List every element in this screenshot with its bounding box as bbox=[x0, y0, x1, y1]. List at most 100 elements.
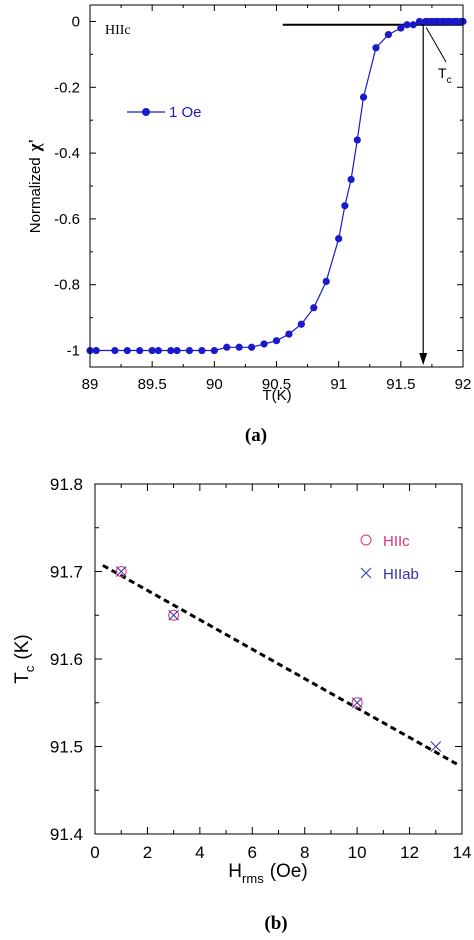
chart-b-ytick-label: 91.7 bbox=[50, 563, 83, 582]
chart-a-annotation: HIIc bbox=[105, 23, 131, 38]
chart-a-point bbox=[235, 343, 243, 351]
chart-a-point bbox=[297, 320, 305, 328]
chart-a-tc-pointer bbox=[425, 27, 447, 63]
chart-b-legend-label-hiiab: HIIab bbox=[383, 566, 419, 583]
chart-a-ytick-label: -1 bbox=[67, 343, 80, 360]
chart-a-xtick-label: 90 bbox=[206, 376, 223, 393]
chart-b-xlabel-unit: (Oe) bbox=[270, 861, 308, 882]
chart-b-xlabel: Hrms (Oe) bbox=[228, 861, 307, 886]
chart-a-ylabel: Normalized χ' bbox=[25, 139, 44, 233]
chart-a-point bbox=[335, 235, 343, 243]
chart-a-series bbox=[86, 17, 467, 355]
chart-a-xtick-label: 92 bbox=[455, 376, 472, 393]
chart-a-xtick-label: 91.5 bbox=[386, 376, 415, 393]
chart-a-point bbox=[111, 346, 119, 355]
chart-a-point bbox=[322, 277, 330, 286]
chart-a-point bbox=[353, 136, 361, 144]
chart-b: 0 2 4 6 8 10 12 14 91.8 91.7 91.6 91.5 91.4 HIIc HII… bbox=[12, 475, 471, 934]
chart-a-ylabel-text: Normalized bbox=[27, 157, 44, 233]
chart-a-tc-label: Tc bbox=[438, 65, 452, 86]
chart-a-ytick-label: -0.2 bbox=[54, 79, 80, 96]
chart-a-point bbox=[260, 340, 268, 348]
chart-b-xtick-label: 12 bbox=[400, 843, 419, 862]
chart-a-ticks: 89 89.5 90 90.5 91 91.5 92 0 -0.2 -0.4 -0.6 -0.8 -1 bbox=[54, 5, 471, 393]
chart-a-point bbox=[92, 346, 100, 355]
chart-b-xtick-label: 8 bbox=[300, 843, 309, 862]
chart-a-point bbox=[403, 21, 411, 29]
chart-a-xlabel: T(K) bbox=[262, 387, 291, 404]
chart-b-xtick-label: 14 bbox=[453, 843, 472, 862]
chart-a-point bbox=[341, 202, 349, 210]
chart-a-point bbox=[123, 346, 131, 355]
chart-a-legend-label: 1 Oe bbox=[169, 104, 202, 121]
chart-a-point bbox=[384, 31, 392, 39]
chart-b-xlabel-sub: rms bbox=[242, 871, 264, 886]
chart-b-legend: HIIc HIIab bbox=[360, 533, 419, 583]
chart-a-ytick-label: -0.6 bbox=[54, 211, 80, 228]
chart-a-point bbox=[248, 343, 256, 351]
chart-b-point-hiiab bbox=[430, 741, 442, 752]
chart-a-xtick-label: 89.5 bbox=[138, 376, 167, 393]
chart-b-fit-dashed-line bbox=[102, 564, 458, 766]
chart-a-tc-label-sub: c bbox=[447, 75, 452, 86]
chart-a-ytick-label: -0.8 bbox=[54, 277, 80, 294]
chart-a-point bbox=[198, 346, 206, 355]
chart-b-xtick-label: 6 bbox=[248, 843, 257, 862]
chart-b-point-hiiab bbox=[351, 697, 363, 709]
chart-b-ylabel: Tc (K) bbox=[12, 634, 37, 683]
chart-b-ytick-label: 91.8 bbox=[50, 475, 83, 494]
chart-b-ylabel-main: T bbox=[12, 672, 33, 684]
chart-a-xtick-label: 91 bbox=[330, 376, 347, 393]
chart-a-point bbox=[154, 346, 162, 355]
chart-a-point bbox=[223, 343, 231, 351]
chart-a-series-line bbox=[90, 20, 463, 352]
chart-a-point bbox=[173, 346, 181, 355]
chart-a-frame bbox=[89, 4, 464, 368]
chart-a-point bbox=[409, 21, 417, 29]
chart-b-ylabel-unit: (K) bbox=[12, 634, 33, 659]
chart-a-tc-arrow-head bbox=[419, 353, 428, 365]
chart-b-xtick-label: 2 bbox=[143, 843, 152, 862]
chart-a: 89 89.5 90 90.5 91 91.5 920-0.2-0.4-0.6-0.8-1 … bbox=[25, 4, 471, 446]
chart-a-ytick-label: 0 bbox=[72, 13, 80, 30]
chart-a-legend-marker bbox=[142, 108, 150, 116]
chart-b-point-hiiab bbox=[168, 609, 179, 621]
chart-b-xlabel-main: H bbox=[228, 861, 242, 882]
chart-a-xtick-label: 90.5 bbox=[262, 376, 291, 393]
chart-b-xtick-label: 10 bbox=[348, 843, 367, 862]
chart-a-point bbox=[359, 93, 368, 101]
chart-a-point bbox=[285, 330, 293, 338]
chart-b-legend-label-hiic: HIIc bbox=[383, 533, 410, 550]
chart-a-point bbox=[272, 337, 281, 345]
chart-a-point bbox=[310, 304, 318, 312]
chart-b-frame bbox=[94, 483, 463, 835]
chart-a-point bbox=[372, 44, 380, 52]
chart-b-ytick-label: 91.6 bbox=[50, 650, 83, 669]
chart-b-point-hiic bbox=[351, 697, 363, 709]
chart-a-ylabel-symbol: χ' bbox=[25, 139, 44, 153]
chart-b-point-hiiab bbox=[115, 566, 127, 577]
chart-b-xtick-label: 0 bbox=[90, 843, 99, 862]
chart-b-legend-marker-hiiab bbox=[360, 567, 372, 579]
chart-a-point bbox=[148, 346, 156, 355]
chart-b-fit-line bbox=[102, 564, 458, 766]
chart-b-point-hiic bbox=[168, 609, 180, 621]
chart-a-point bbox=[415, 17, 424, 26]
chart-b-ytick-label: 91.4 bbox=[50, 825, 83, 844]
chart-b-series bbox=[115, 566, 442, 752]
chart-b-ylabel-sub: c bbox=[22, 665, 37, 672]
chart-a-point bbox=[167, 346, 175, 355]
chart-b-ytick-label: 91.5 bbox=[50, 738, 83, 757]
chart-a-point bbox=[210, 346, 218, 355]
chart-b-point-hiic bbox=[115, 566, 127, 577]
chart-a-point bbox=[347, 175, 355, 184]
chart-a-point bbox=[136, 346, 144, 355]
chart-a-legend: 1 Oe bbox=[127, 104, 202, 121]
chart-a-point bbox=[397, 24, 405, 32]
chart-a-ytick-label: -0.4 bbox=[54, 145, 80, 162]
chart-b-caption: (b) bbox=[264, 913, 287, 934]
chart-a-tc-label-main: T bbox=[438, 65, 447, 81]
chart-b-legend-marker-hiic bbox=[360, 534, 372, 546]
chart-a-caption: (a) bbox=[245, 425, 267, 446]
